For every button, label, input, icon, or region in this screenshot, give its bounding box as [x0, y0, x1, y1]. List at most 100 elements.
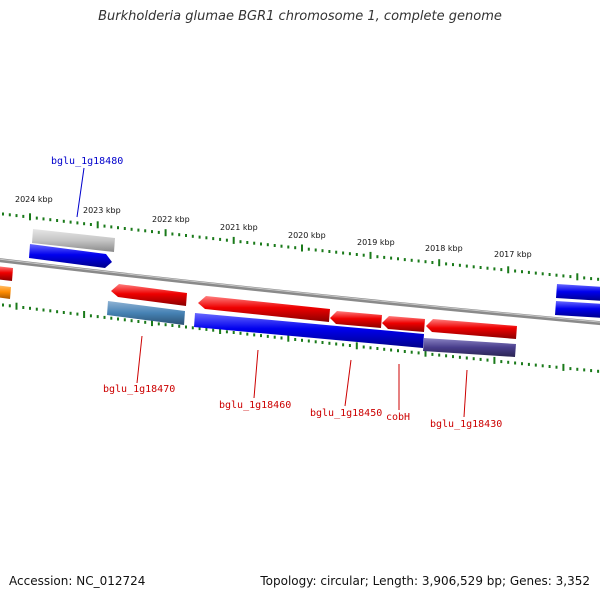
gene-label-bglu_1g18470[interactable]: bglu_1g18470 — [103, 384, 175, 395]
outer-minor-tick — [117, 226, 119, 230]
inner-minor-tick — [307, 339, 310, 343]
inner-minor-tick — [390, 348, 393, 352]
outer-minor-tick — [514, 269, 517, 273]
outer-major-tick — [301, 244, 303, 252]
inner-minor-tick — [29, 306, 31, 310]
inner-minor-tick — [342, 343, 345, 347]
inner-minor-tick — [253, 333, 256, 337]
inner-minor-tick — [103, 315, 106, 319]
leader-bglu_1g18450 — [344, 359, 352, 407]
outer-minor-tick — [239, 240, 242, 244]
inner-minor-tick — [178, 324, 181, 328]
leader-bglu_1g18460 — [253, 349, 259, 399]
gene-right-edge-blue[interactable] — [556, 284, 600, 301]
inner-minor-tick — [472, 357, 475, 361]
inner-major-tick — [287, 334, 290, 342]
gene-bglu_1g18460-block[interactable] — [194, 313, 424, 348]
inner-minor-tick — [198, 327, 201, 331]
outer-minor-tick — [452, 263, 454, 267]
outer-minor-tick — [500, 268, 503, 272]
outer-minor-tick — [583, 276, 586, 280]
inner-minor-tick — [123, 318, 126, 322]
inner-minor-tick — [548, 365, 551, 368]
outer-minor-tick — [8, 213, 11, 217]
outer-minor-tick — [89, 223, 92, 226]
outer-minor-tick — [42, 217, 45, 221]
inner-minor-tick — [110, 316, 113, 320]
inner-minor-tick — [328, 341, 331, 345]
outer-minor-tick — [527, 270, 530, 274]
scale-label-2017: 2017 kbp — [494, 250, 532, 259]
gene-label-bglu_1g18460[interactable]: bglu_1g18460 — [219, 400, 291, 411]
inner-minor-tick — [534, 363, 537, 367]
inner-minor-tick — [117, 317, 119, 321]
outer-minor-tick — [342, 251, 345, 255]
outer-major-tick — [96, 221, 99, 229]
inner-minor-tick — [527, 362, 530, 366]
outer-minor-tick — [35, 216, 38, 220]
gene-bglu_1g18450-arrow[interactable] — [330, 311, 382, 328]
inner-minor-tick — [431, 352, 434, 356]
outer-major-tick — [29, 213, 31, 221]
inner-minor-tick — [362, 345, 365, 349]
inner-minor-tick — [403, 350, 406, 353]
outer-minor-tick — [335, 250, 338, 254]
gene-bglu_1g18480-arrow[interactable] — [29, 244, 112, 268]
inner-minor-tick — [410, 350, 413, 354]
inner-minor-tick — [62, 311, 65, 314]
inner-minor-tick — [246, 332, 249, 336]
inner-major-tick — [83, 311, 86, 318]
gene-bglu_1g18430-arrow[interactable] — [426, 319, 517, 339]
outer-minor-tick — [15, 214, 18, 218]
inner-minor-tick — [42, 308, 45, 312]
inner-minor-tick — [397, 349, 399, 353]
outer-major-tick — [576, 273, 579, 281]
gene-cobH-arrow[interactable] — [382, 316, 425, 332]
outer-minor-tick — [403, 258, 406, 262]
inner-minor-tick — [164, 323, 167, 327]
inner-minor-tick — [49, 309, 52, 313]
gene-label-bglu_1g18430[interactable]: bglu_1g18430 — [430, 419, 502, 430]
inner-minor-tick — [458, 355, 461, 359]
gene-label-cobH[interactable]: cobH — [386, 412, 410, 423]
gene-label-bglu_1g18480[interactable]: bglu_1g18480 — [51, 156, 123, 167]
gene-bglu_1g18460-arrow[interactable] — [198, 296, 330, 322]
outer-minor-tick — [445, 262, 448, 266]
outer-minor-tick — [486, 266, 489, 270]
inner-minor-tick — [260, 334, 262, 338]
gene-left-edge-red[interactable] — [0, 266, 13, 281]
inner-minor-tick — [383, 347, 386, 351]
outer-minor-tick — [328, 250, 331, 253]
gene-bglu_1g18470-arrow[interactable] — [111, 284, 187, 306]
inner-minor-tick — [321, 341, 324, 344]
outer-minor-tick — [22, 214, 25, 218]
outer-minor-tick — [69, 220, 72, 224]
inner-minor-tick — [157, 322, 160, 326]
gene-label-bglu_1g18450[interactable]: bglu_1g18450 — [310, 408, 382, 419]
outer-minor-tick — [205, 236, 208, 240]
outer-minor-tick — [280, 244, 283, 248]
gene-left-edge-orange[interactable] — [0, 285, 11, 299]
gene-bglu_1g18480-pseudo[interactable] — [32, 229, 115, 252]
gene-bglu_1g18430-block[interactable] — [423, 338, 516, 357]
outer-minor-tick — [314, 248, 317, 252]
inner-minor-tick — [445, 354, 448, 358]
gene-right-edge-blue-lower[interactable] — [555, 301, 600, 318]
outer-minor-tick — [307, 247, 310, 251]
inner-minor-tick — [89, 314, 92, 318]
gene-bglu_1g18470-block[interactable] — [107, 301, 185, 325]
inner-minor-tick — [348, 344, 351, 347]
inner-minor-tick — [130, 319, 133, 323]
inner-minor-tick — [465, 356, 468, 360]
outer-minor-tick — [198, 235, 201, 239]
outer-minor-tick — [541, 272, 544, 276]
inner-minor-tick — [335, 342, 338, 346]
outer-minor-tick — [569, 275, 572, 279]
inner-minor-tick — [191, 326, 194, 330]
outer-minor-tick — [465, 264, 468, 268]
outer-minor-tick — [590, 277, 593, 281]
outer-minor-tick — [83, 222, 86, 226]
outer-minor-tick — [137, 228, 140, 232]
inner-major-tick — [562, 363, 565, 371]
outer-minor-tick — [493, 267, 496, 271]
